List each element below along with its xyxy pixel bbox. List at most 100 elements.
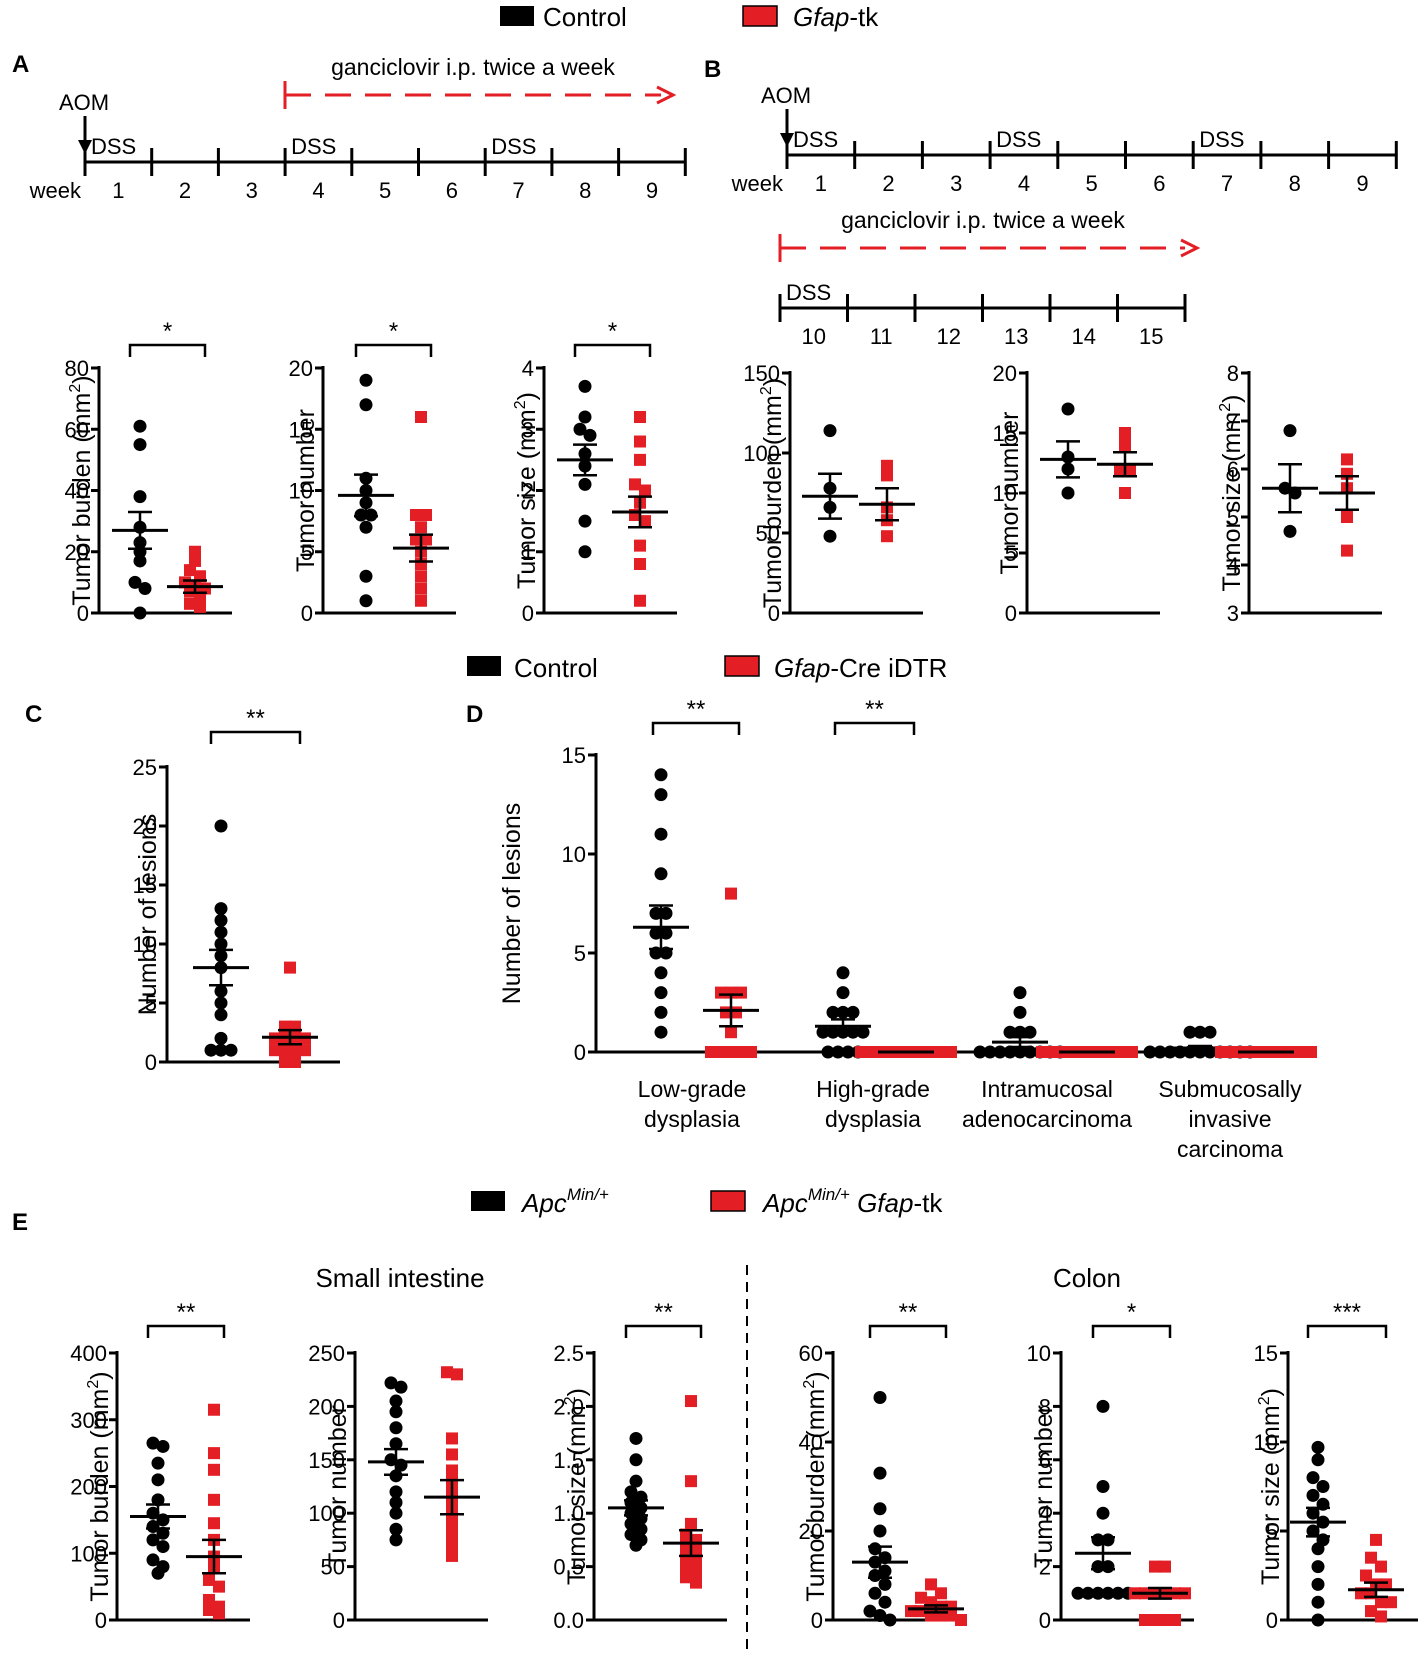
legend-e-control-label: ApcMin/+	[520, 1185, 609, 1218]
treatment-data-point	[735, 986, 747, 999]
treatment-data-point	[1159, 1614, 1171, 1626]
dot-plot-e4: 0 20 40 60 Tumor burden (mm2) **	[799, 1299, 967, 1633]
dot-plot-e5: 0 2 4 6 8 10 Tumor number *	[1027, 1299, 1194, 1633]
y-tick-label: 15	[289, 417, 313, 442]
treatment-data-point	[1124, 463, 1136, 475]
aom-arrow-head	[780, 133, 794, 147]
week-label-2: 12	[937, 324, 961, 349]
legend-ab-treatment-label: Gfap-tk	[793, 2, 879, 32]
control-data-point	[624, 1528, 638, 1542]
week-label: 5	[379, 178, 391, 203]
control-data-point	[214, 913, 228, 927]
control-data-point	[654, 788, 668, 802]
treatment-data-point	[208, 1463, 220, 1476]
dss-label: DSS	[1199, 127, 1244, 152]
treatment-data-point	[208, 1403, 220, 1416]
control-data-point	[1311, 1595, 1325, 1609]
ganciclovir-label: ganciclovir i.p. twice a week	[331, 54, 615, 80]
week-label: 3	[950, 171, 962, 196]
y-tick-label: 0	[333, 1608, 345, 1633]
treatment-data-point	[415, 521, 427, 534]
y-tick-label: 20	[289, 356, 313, 381]
week-label: 4	[1018, 171, 1030, 196]
y-tick-label: 0	[301, 601, 313, 626]
week-label: 6	[446, 178, 458, 203]
control-data-point	[1193, 1025, 1207, 1039]
treatment-data-point	[685, 1395, 697, 1408]
legend-e: ApcMin/+ ApcMin/+ Gfap-tk	[471, 1185, 943, 1218]
treatment-data-point	[1341, 453, 1353, 466]
aom-label: AOM	[761, 83, 811, 108]
control-data-point	[883, 1613, 897, 1627]
control-data-point	[983, 1045, 997, 1059]
y-tick-label: 0	[145, 1050, 157, 1075]
treatment-data-point	[194, 570, 206, 583]
significance-bracket	[573, 343, 652, 357]
treatment-data-point	[685, 1475, 697, 1488]
control-data-point	[654, 986, 668, 1000]
significance-label: *	[608, 318, 617, 345]
control-data-point	[1023, 1045, 1037, 1059]
treatment-data-point	[935, 1046, 947, 1058]
y-tick-label: 20	[65, 540, 89, 565]
dot-plot-b3: 3 4 5 6 7 8 Tumor size (mm2)	[1217, 361, 1382, 626]
treatment-data-point	[1341, 544, 1353, 557]
week-label: 2	[882, 171, 894, 196]
control-data-point	[578, 410, 592, 424]
week-label-2: 11	[870, 324, 893, 349]
legend-e-treatment-label: ApcMin/+ Gfap-tk	[761, 1185, 943, 1218]
control-data-point	[868, 1586, 882, 1600]
treatment-data-point	[446, 1432, 458, 1445]
control-data-point	[214, 996, 228, 1010]
control-data-point	[151, 1473, 165, 1487]
control-data-point	[1306, 1524, 1320, 1538]
treatment-data-point	[690, 1544, 702, 1557]
control-data-point	[823, 424, 837, 438]
y-tick-label: 2.0	[553, 1394, 584, 1419]
treatment-data-point	[745, 1046, 757, 1058]
control-data-point	[1306, 1488, 1320, 1502]
control-data-point	[389, 1506, 403, 1520]
treatment-data-point	[1225, 1046, 1237, 1058]
treatment-data-point	[299, 1044, 311, 1057]
aom-label: AOM	[59, 90, 109, 115]
week-label: 9	[1356, 171, 1368, 196]
treatment-data-point	[415, 594, 427, 607]
y-axis-title: Tumor size (mm2)	[562, 1388, 591, 1585]
control-data-point	[214, 1043, 228, 1057]
week-label: 1	[112, 178, 124, 203]
control-data-point	[816, 1025, 830, 1039]
y-tick-label: 20	[133, 814, 157, 839]
y-tick-label: 15	[562, 743, 586, 768]
y-tick-label: 10	[133, 932, 157, 957]
treatment-data-point	[1114, 463, 1126, 475]
treatment-data-point	[1046, 1046, 1058, 1058]
dss-label: DSS	[91, 134, 136, 159]
control-data-point	[624, 1485, 638, 1499]
control-data-point	[1183, 1025, 1197, 1039]
timeline-a: 1 2 3 4 5 6 7 8 9 week DSS DSS DSS AOM ganciclovir i.p…	[29, 54, 687, 203]
legend-cd-treatment-swatch	[724, 655, 760, 677]
treatment-data-point	[279, 1056, 291, 1068]
y-tick-label: 10	[993, 481, 1017, 506]
legend-e-control-swatch	[471, 1191, 505, 1211]
control-data-point	[151, 1566, 165, 1580]
significance-label: **	[687, 696, 706, 723]
control-data-point	[856, 1025, 870, 1039]
ganciclovir-label: ganciclovir i.p. twice a week	[841, 207, 1125, 233]
control-data-point	[1003, 1025, 1017, 1039]
y-tick-label: 7	[1227, 409, 1239, 434]
y-axis-title: Tumor burden (mm2)	[85, 1371, 114, 1601]
control-data-point	[578, 514, 592, 528]
control-data-point	[831, 1045, 845, 1059]
treatment-data-point	[415, 582, 427, 595]
treatment-data-point	[1215, 1046, 1227, 1058]
treatment-data-point	[639, 484, 651, 497]
y-tick-label: 1.0	[553, 1501, 584, 1526]
treatment-data-point	[410, 509, 422, 521]
control-data-point	[1013, 1045, 1027, 1059]
control-data-point	[1311, 1542, 1325, 1556]
